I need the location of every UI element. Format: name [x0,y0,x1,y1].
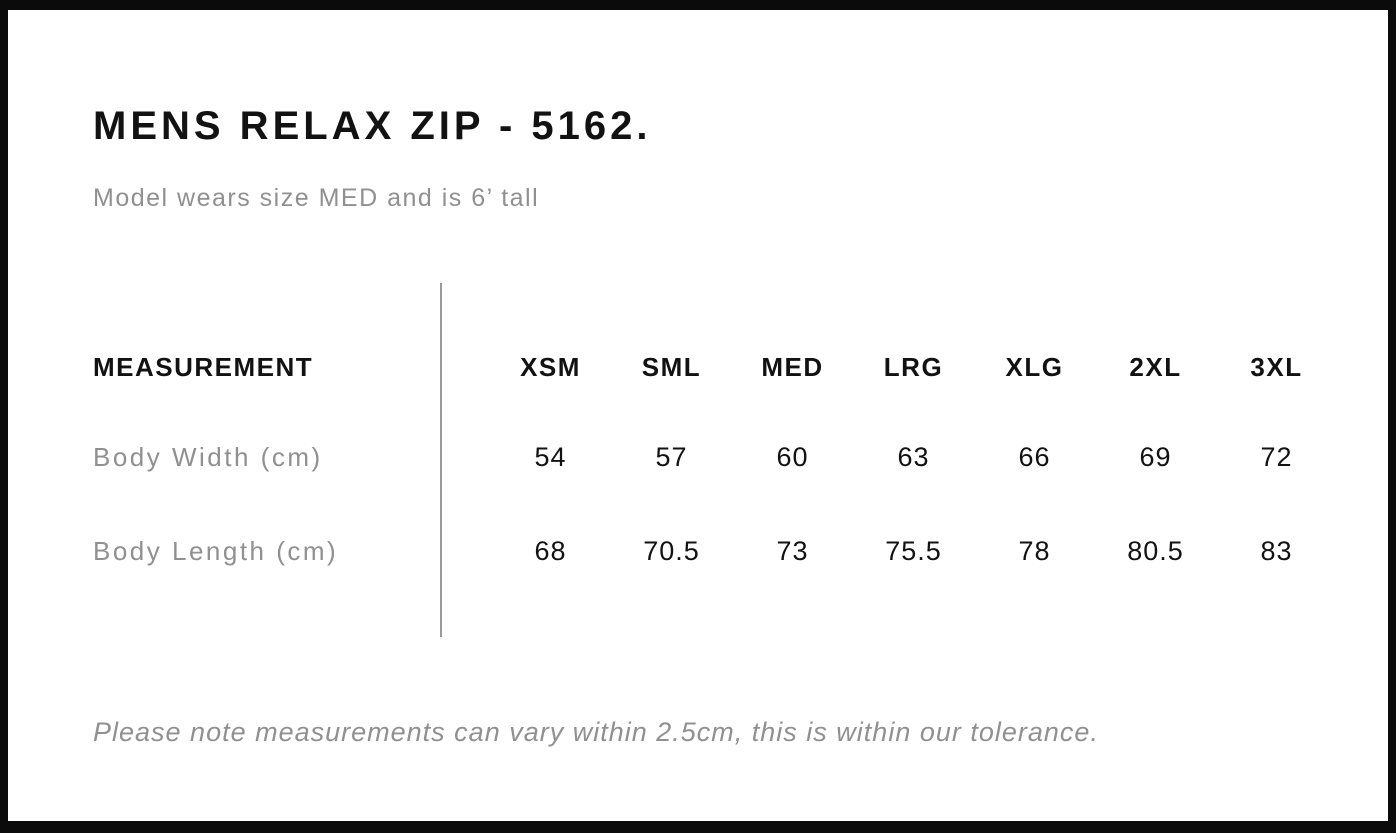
row-label-body-width: Body Width (cm) [93,442,323,472]
table-row-body-width: Body Width (cm) 54 57 60 63 66 69 72 [93,444,1337,471]
row-label-body-length: Body Length (cm) [93,536,339,566]
body-width-value-3xl: 72 [1260,442,1293,472]
tolerance-note: Please note measurements can vary within… [93,717,1099,747]
body-length-value-sml: 70.5 [643,536,700,566]
body-width-value-lrg: 63 [897,442,930,472]
size-table-header-row: MEASUREMENT XSM SML MED LRG XLG 2XL 3XL [93,354,1337,380]
body-width-value-sml: 57 [655,442,688,472]
size-column-header-med: MED [761,352,824,382]
table-row-body-length: Body Length (cm) 68 70.5 73 75.5 78 80.5… [93,538,1337,565]
size-column-header-sml: SML [641,352,702,382]
body-width-value-2xl: 69 [1139,442,1172,472]
size-column-header-xlg: XLG [1005,352,1064,382]
size-column-header-lrg: LRG [883,352,944,382]
body-length-value-3xl: 83 [1260,536,1293,566]
body-length-value-xlg: 78 [1018,536,1051,566]
body-length-value-med: 73 [776,536,809,566]
model-size-info: Model wears size MED and is 6’ tall [93,184,540,212]
body-width-value-xlg: 66 [1018,442,1051,472]
page-title: MENS RELAX ZIP - 5162. [93,104,652,148]
table-vertical-divider [440,283,442,637]
body-length-value-xsm: 68 [534,536,567,566]
size-column-header-2xl: 2XL [1129,352,1182,382]
body-length-value-lrg: 75.5 [885,536,942,566]
body-width-value-xsm: 54 [534,442,567,472]
body-length-value-2xl: 80.5 [1127,536,1184,566]
body-width-value-med: 60 [776,442,809,472]
measurement-column-header: MEASUREMENT [93,352,314,382]
size-column-header-3xl: 3XL [1250,352,1303,382]
size-column-header-xsm: XSM [520,352,581,382]
